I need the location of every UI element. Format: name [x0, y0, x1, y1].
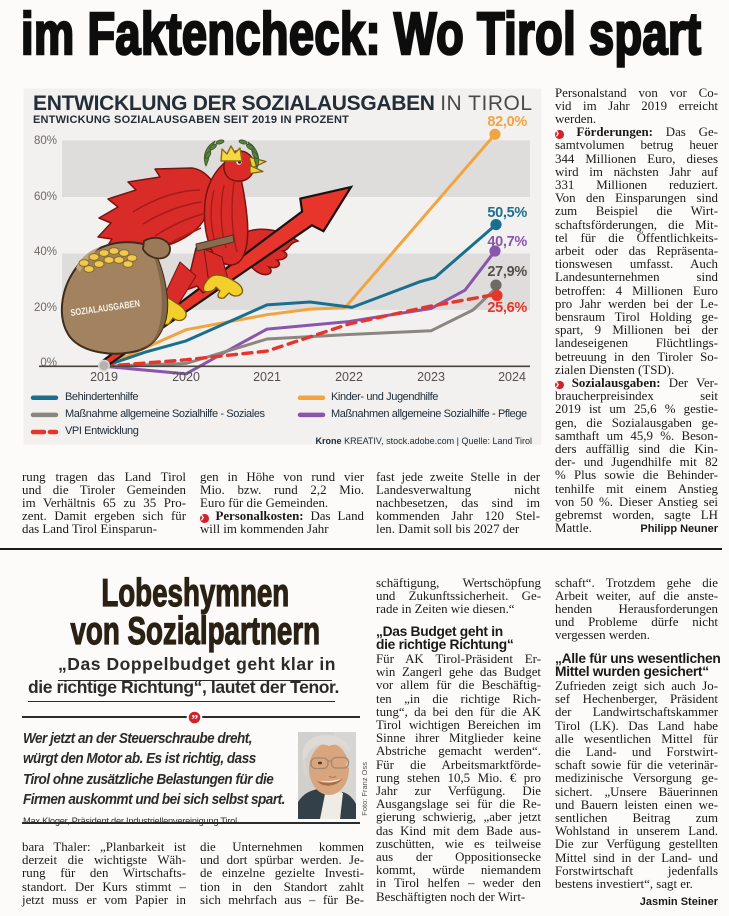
svg-text:”: ” — [191, 713, 198, 728]
